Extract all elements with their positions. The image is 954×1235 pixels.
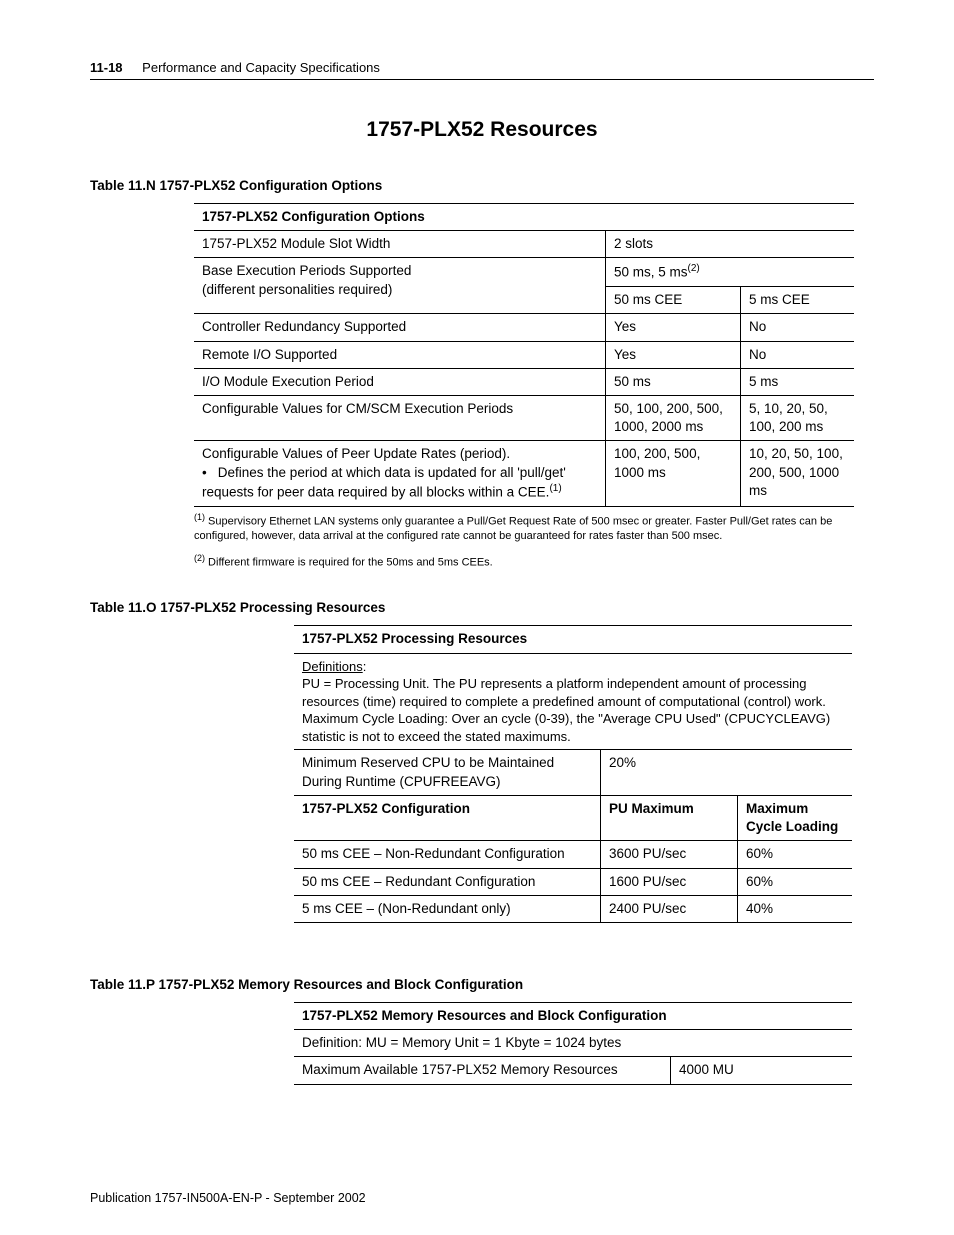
table-row: Definitions: PU = Processing Unit. The P… bbox=[294, 653, 852, 750]
text: 50 ms, 5 ms bbox=[614, 265, 688, 280]
cell-value: Yes bbox=[606, 314, 741, 341]
cell-label: Base Execution Periods Supported (differ… bbox=[194, 258, 606, 314]
cell-value: 4000 MU bbox=[671, 1057, 853, 1084]
text: Base Execution Periods Supported bbox=[202, 263, 411, 278]
text: Configurable Values of Peer Update Rates… bbox=[202, 446, 510, 461]
table-row: 50 ms CEE – Redundant Configuration 1600… bbox=[294, 868, 852, 895]
cell-value: 50 ms, 5 ms(2) bbox=[606, 258, 855, 287]
cell-value: 50 ms CEE bbox=[606, 287, 741, 314]
table-row: Minimum Reserved CPU to be Maintained Du… bbox=[294, 750, 852, 795]
text: : bbox=[363, 659, 367, 674]
col-header: Maximum Cycle Loading bbox=[738, 795, 853, 840]
table-p-heading: 1757-PLX52 Memory Resources and Block Co… bbox=[294, 1002, 852, 1029]
cell-label: I/O Module Execution Period bbox=[194, 368, 606, 395]
bullet-icon: • bbox=[202, 464, 214, 482]
cell-value: Definition: MU = Memory Unit = 1 Kbyte =… bbox=[294, 1030, 852, 1057]
col-header: 1757-PLX52 Configuration bbox=[294, 795, 601, 840]
cell-value: 20% bbox=[601, 750, 853, 795]
footnote-1: (1) Supervisory Ethernet LAN systems onl… bbox=[194, 511, 854, 544]
table-row: 1757-PLX52 Module Slot Width 2 slots bbox=[194, 231, 854, 258]
text: (different personalities required) bbox=[202, 282, 392, 297]
cell-value: 3600 PU/sec bbox=[601, 841, 738, 868]
cell-value: 2400 PU/sec bbox=[601, 895, 738, 922]
table-row: Controller Redundancy Supported Yes No bbox=[194, 314, 854, 341]
cell-label: Maximum Available 1757-PLX52 Memory Reso… bbox=[294, 1057, 671, 1084]
table-o-heading: 1757-PLX52 Processing Resources bbox=[294, 626, 852, 653]
cell-value: 60% bbox=[738, 841, 853, 868]
cell-value: 5, 10, 20, 50, 100, 200 ms bbox=[741, 396, 855, 441]
cell-value: No bbox=[741, 314, 855, 341]
cell-value: 40% bbox=[738, 895, 853, 922]
cell-value: 50, 100, 200, 500, 1000, 2000 ms bbox=[606, 396, 741, 441]
cell-value: 5 ms CEE – (Non-Redundant only) bbox=[294, 895, 601, 922]
publication-footer: Publication 1757-IN500A-EN-P - September… bbox=[90, 1191, 366, 1205]
cell-label: Controller Redundancy Supported bbox=[194, 314, 606, 341]
text: Defines the period at which data is upda… bbox=[202, 465, 566, 500]
table-row: Maximum Available 1757-PLX52 Memory Reso… bbox=[294, 1057, 852, 1084]
text: PU = Processing Unit. The PU represents … bbox=[302, 676, 826, 709]
cell-value: 60% bbox=[738, 868, 853, 895]
page-number: 11-18 bbox=[90, 60, 123, 75]
definitions-label: Definitions bbox=[302, 659, 363, 674]
footnote-text: Different firmware is required for the 5… bbox=[205, 557, 493, 569]
footnote-text: Supervisory Ethernet LAN systems only gu… bbox=[194, 515, 832, 542]
cell-label: Configurable Values of Peer Update Rates… bbox=[194, 441, 606, 506]
table-row: I/O Module Execution Period 50 ms 5 ms bbox=[194, 368, 854, 395]
chapter-title: Performance and Capacity Specifications bbox=[142, 60, 380, 75]
cell-value: 1600 PU/sec bbox=[601, 868, 738, 895]
cell-value: 100, 200, 500, 1000 ms bbox=[606, 441, 741, 506]
page-title: 1757-PLX52 Resources bbox=[90, 118, 874, 142]
cell-value: 50 ms CEE – Non-Redundant Configuration bbox=[294, 841, 601, 868]
table-row: Base Execution Periods Supported (differ… bbox=[194, 258, 854, 287]
footnote-2: (2) Different firmware is required for t… bbox=[194, 552, 854, 571]
table-row: 5 ms CEE – (Non-Redundant only) 2400 PU/… bbox=[294, 895, 852, 922]
table-n-footnotes: (1) Supervisory Ethernet LAN systems onl… bbox=[194, 511, 854, 571]
cell-label: Remote I/O Supported bbox=[194, 341, 606, 368]
cell-value: 5 ms CEE bbox=[741, 287, 855, 314]
table-p-caption: Table 11.P 1757-PLX52 Memory Resources a… bbox=[90, 977, 874, 992]
table-n: 1757-PLX52 Configuration Options 1757-PL… bbox=[194, 203, 854, 507]
col-header: PU Maximum bbox=[601, 795, 738, 840]
definitions-cell: Definitions: PU = Processing Unit. The P… bbox=[294, 653, 852, 750]
cell-value: 5 ms bbox=[741, 368, 855, 395]
table-row: Configurable Values for CM/SCM Execution… bbox=[194, 396, 854, 441]
cell-value: 50 ms bbox=[606, 368, 741, 395]
page-header: 11-18 Performance and Capacity Specifica… bbox=[90, 60, 874, 80]
table-row: Definition: MU = Memory Unit = 1 Kbyte =… bbox=[294, 1030, 852, 1057]
footnote-marker: (1) bbox=[194, 512, 205, 522]
footnote-ref: (2) bbox=[688, 263, 700, 274]
cell-value: 50 ms CEE – Redundant Configuration bbox=[294, 868, 601, 895]
cell-value: 10, 20, 50, 100, 200, 500, 1000 ms bbox=[741, 441, 855, 506]
table-n-heading: 1757-PLX52 Configuration Options bbox=[194, 204, 854, 231]
cell-value: Yes bbox=[606, 341, 741, 368]
cell-value: No bbox=[741, 341, 855, 368]
table-row: 50 ms CEE – Non-Redundant Configuration … bbox=[294, 841, 852, 868]
text: Maximum Cycle Loading: Over an cycle (0-… bbox=[302, 711, 830, 744]
page-container: 11-18 Performance and Capacity Specifica… bbox=[0, 0, 954, 1235]
footnote-ref: (1) bbox=[549, 483, 561, 494]
footnote-marker: (2) bbox=[194, 553, 205, 563]
cell-value: 2 slots bbox=[606, 231, 855, 258]
table-o: 1757-PLX52 Processing Resources Definiti… bbox=[294, 625, 852, 922]
table-n-caption: Table 11.N 1757-PLX52 Configuration Opti… bbox=[90, 178, 874, 193]
cell-label: Minimum Reserved CPU to be Maintained Du… bbox=[294, 750, 601, 795]
table-row: Remote I/O Supported Yes No bbox=[194, 341, 854, 368]
table-p: 1757-PLX52 Memory Resources and Block Co… bbox=[294, 1002, 852, 1085]
table-subheader: 1757-PLX52 Configuration PU Maximum Maxi… bbox=[294, 795, 852, 840]
table-o-caption: Table 11.O 1757-PLX52 Processing Resourc… bbox=[90, 600, 874, 615]
table-row: Configurable Values of Peer Update Rates… bbox=[194, 441, 854, 506]
cell-label: 1757-PLX52 Module Slot Width bbox=[194, 231, 606, 258]
cell-label: Configurable Values for CM/SCM Execution… bbox=[194, 396, 606, 441]
